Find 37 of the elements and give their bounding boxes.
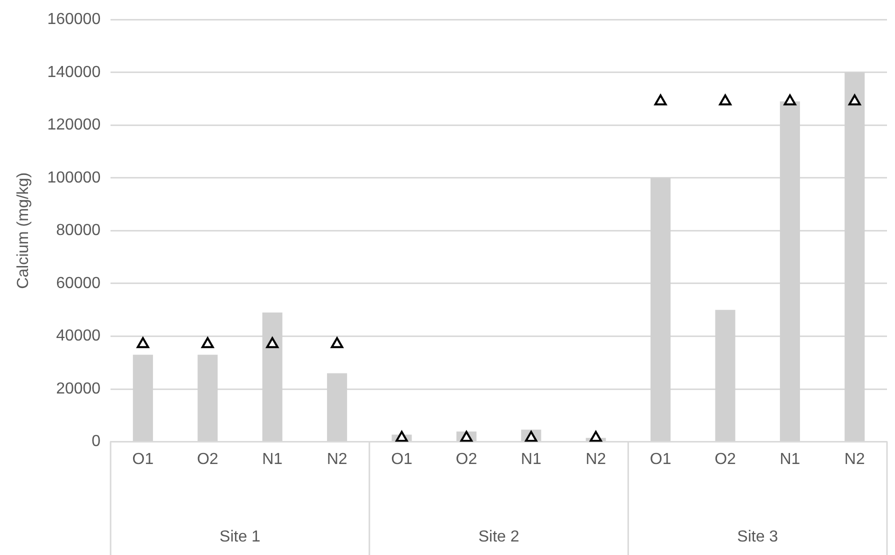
point <box>848 94 861 106</box>
y-tick-label: 160000 <box>47 11 101 28</box>
x-tick-label: N1 <box>520 450 542 468</box>
x-tick-label: O1 <box>132 450 154 468</box>
x-tick-label: O2 <box>196 450 218 468</box>
point <box>590 430 602 442</box>
y-tick-label: 0 <box>92 433 101 450</box>
x-tick-label: N2 <box>844 450 865 468</box>
x-tick-label: N1 <box>780 450 800 468</box>
y-tick-label: 40000 <box>56 328 101 345</box>
x-tick-label: N2 <box>326 450 348 468</box>
x-tick-label: O1 <box>391 450 413 468</box>
point <box>266 337 279 348</box>
y-tick-label: 80000 <box>56 222 101 240</box>
text: Site 1 <box>220 528 261 546</box>
text: Site 3 <box>737 528 778 546</box>
y-tick-label: 60000 <box>56 274 101 292</box>
y-axis-title: Calcium (mg/kg) <box>15 172 32 289</box>
point <box>330 337 344 348</box>
point <box>396 430 408 442</box>
y-tick-label: 120000 <box>47 116 101 134</box>
point <box>719 94 732 106</box>
point <box>460 430 473 442</box>
point <box>136 337 150 348</box>
x-tick-label: N2 <box>586 450 606 468</box>
y-tick-label: 100000 <box>47 169 101 186</box>
point <box>784 94 796 106</box>
y-tick-label: 140000 <box>47 64 101 81</box>
x-tick-label: O1 <box>650 450 672 468</box>
point <box>654 94 667 106</box>
x-tick-label: O2 <box>456 450 478 468</box>
y-tick-label: 20000 <box>56 380 101 398</box>
x-tick-label: N1 <box>262 450 283 468</box>
point <box>201 337 214 348</box>
x-tick-label: O2 <box>714 450 736 468</box>
text: Site 2 <box>478 528 520 546</box>
point <box>524 430 538 442</box>
